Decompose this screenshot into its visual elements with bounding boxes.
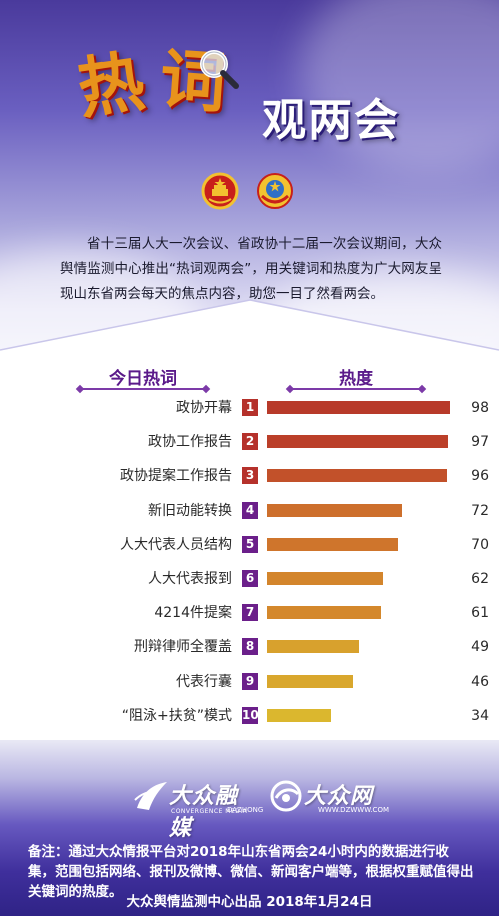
footer: 大众融媒 DAZHONG CONVERGENCE MEDIA 大众网 WWW.D… — [0, 740, 499, 916]
column-header-heat: 热度 — [290, 362, 422, 390]
heat-bar — [267, 435, 449, 449]
keyword-label: 政协工作报告 — [148, 434, 232, 451]
rank-badge: 3 — [242, 467, 258, 485]
dzwww-url: WWW.DZWWW.COM — [318, 806, 389, 814]
column-header-keywords-label: 今日热词 — [109, 369, 177, 389]
rank-badge: 2 — [242, 433, 258, 451]
keyword-label: 政协提案工作报告 — [120, 468, 232, 485]
header-divider — [0, 299, 499, 365]
national-emblem-icon — [201, 172, 239, 210]
dazhong-media-en: DAZHONG — [227, 806, 264, 814]
keyword-label: “阻泳+扶贫”模式 — [121, 707, 232, 724]
heat-value: 97 — [471, 434, 489, 451]
dzwww-logo: 大众网 WWW.DZWWW.COM — [268, 776, 389, 818]
hero-char-hot: 热 — [72, 41, 150, 129]
cppcc-emblem-icon — [257, 173, 293, 209]
heat-value: 34 — [471, 707, 489, 724]
heat-bar — [267, 537, 398, 551]
magnifier-icon — [200, 50, 239, 89]
hot-words-bar-chart: 政协开幕 1 98 政协工作报告 2 97 政协提案工作报告 3 96 新旧动能转换 4 72 人大代表… — [0, 392, 499, 732]
dzwww-mark-icon — [270, 780, 302, 812]
rank-badge: 6 — [242, 570, 258, 587]
keyword-label: 4214件提案 — [154, 605, 232, 622]
publisher-credit: 大众舆情监测中心出品 2018年1月24日 — [126, 894, 373, 910]
heat-bar — [267, 674, 354, 688]
keyword-label: 新旧动能转换 — [148, 502, 232, 519]
heat-value: 46 — [471, 673, 489, 690]
hero-subtitle: 观两会 — [262, 95, 400, 146]
dazhong-media-logo: 大众融媒 DAZHONG CONVERGENCE MEDIA — [133, 776, 263, 841]
dazhong-media-en2: CONVERGENCE MEDIA — [171, 808, 248, 815]
dazhong-media-mark-icon — [134, 782, 167, 810]
keyword-label: 刑辩律师全覆盖 — [134, 639, 232, 656]
heat-value: 70 — [471, 536, 489, 553]
column-header-rule — [290, 388, 422, 390]
heat-value: 49 — [471, 639, 489, 656]
keyword-label: 政协开幕 — [176, 400, 232, 416]
heat-bar — [267, 401, 451, 414]
keyword-label: 人大代表人员结构 — [120, 536, 232, 553]
rank-badge: 10 — [242, 706, 259, 724]
intro-paragraph: 省十三届人大一次会议、省政协十二届一次会议期间，大众舆情监测中心推出“热词观两会… — [60, 235, 442, 302]
methodology-note: 备注：通过大众情报平台对2018年山东省两会24小时内的数据进行收集，范围包括网… — [28, 843, 474, 900]
rank-badge: 9 — [242, 672, 258, 690]
keyword-label: 代表行囊 — [176, 673, 232, 690]
column-header-rule — [80, 388, 206, 390]
heat-bar — [267, 708, 331, 722]
dzwww-name: 大众网 — [304, 784, 374, 809]
heat-bar — [267, 606, 382, 620]
column-header-keywords: 今日热词 — [80, 362, 206, 390]
column-header-heat-label: 热度 — [339, 369, 373, 389]
heat-bar — [267, 572, 383, 585]
heat-bar — [267, 503, 402, 517]
hero-title: 热 词 观两会 — [73, 40, 438, 150]
heat-value: 98 — [471, 400, 489, 416]
heat-value: 62 — [471, 571, 489, 587]
dazhong-media-name: 大众融媒 — [169, 784, 239, 841]
heat-value: 61 — [471, 605, 489, 622]
rank-badge: 1 — [242, 399, 258, 416]
rank-badge: 7 — [242, 604, 258, 622]
heat-value: 96 — [471, 468, 489, 485]
heat-bar — [267, 469, 447, 483]
rank-badge: 8 — [242, 638, 258, 656]
heat-bar — [267, 640, 359, 654]
keyword-label: 人大代表报到 — [148, 571, 232, 587]
header-banner: 热 词 观两会 省十三届人大一次会议、省政协十二届一次会议期间，大众舆情监测中心… — [0, 0, 499, 365]
rank-badge: 5 — [242, 535, 258, 553]
rank-badge: 4 — [242, 501, 258, 519]
heat-value: 72 — [471, 502, 489, 519]
